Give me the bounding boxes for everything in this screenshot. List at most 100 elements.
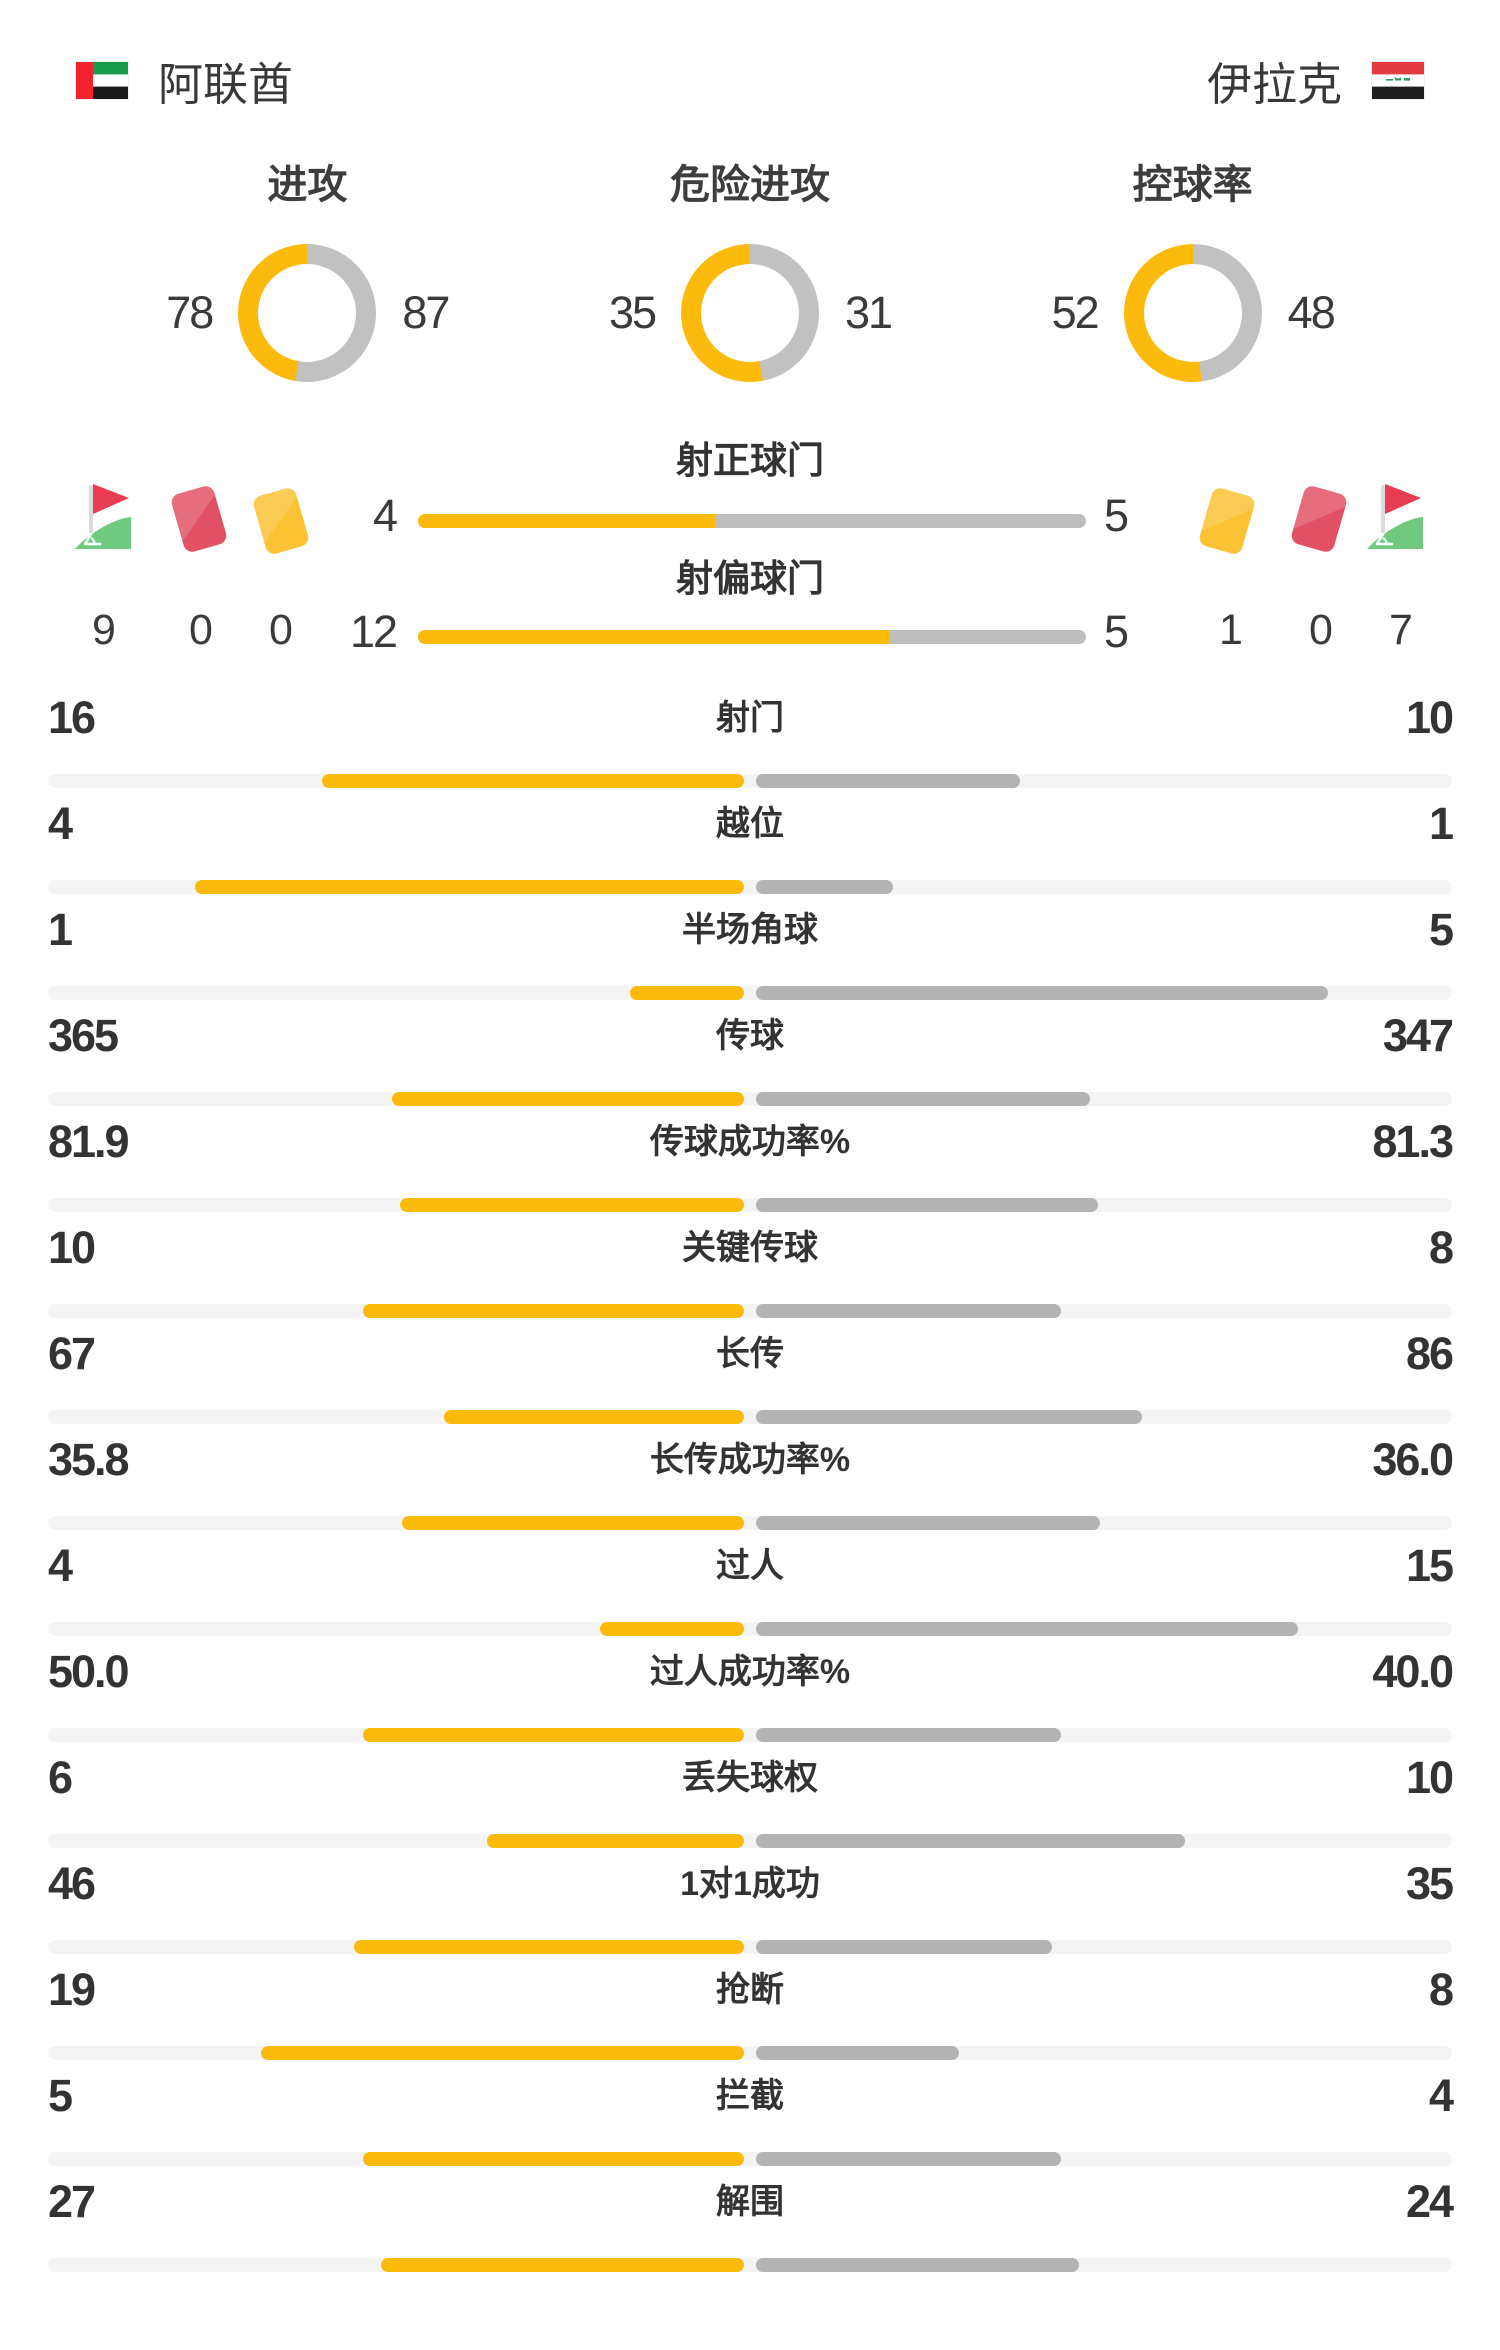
stat-bar-away bbox=[756, 2046, 959, 2060]
team-home-name: 阿联酋 bbox=[158, 59, 294, 110]
donut-away-value: 48 bbox=[1287, 287, 1336, 338]
donut-chart-title: 危险进攻 bbox=[670, 163, 830, 207]
iraq-flag-icon bbox=[1371, 61, 1425, 100]
stat-text: 6 丢失球权 10 bbox=[0, 1750, 1500, 1806]
stat-away-value: 10 bbox=[1405, 1752, 1454, 1803]
stat-text: 10 关键传球 8 bbox=[0, 1220, 1500, 1276]
shots-off-target-bar-home-fill bbox=[418, 630, 890, 644]
stat-row: 19 抢断 8 bbox=[0, 1962, 1500, 2068]
red-card-icon bbox=[168, 483, 229, 555]
donut-hole bbox=[1143, 264, 1242, 362]
stat-home-value: 35.8 bbox=[48, 1434, 130, 1485]
red-card-icon bbox=[1288, 483, 1349, 555]
uae-flag-icon bbox=[75, 61, 129, 100]
stat-text: 16 射门 10 bbox=[0, 690, 1500, 746]
stat-bar-track bbox=[48, 986, 1452, 1000]
shots-off-target-bar bbox=[418, 630, 1086, 644]
stat-bar-away bbox=[756, 1198, 1098, 1212]
stat-home-value: 81.9 bbox=[48, 1116, 130, 1167]
donut-ring bbox=[238, 244, 377, 382]
stat-text: 67 长传 86 bbox=[0, 1326, 1500, 1382]
shots-off-target-title: 射偏球门 bbox=[676, 558, 824, 599]
stat-bar-away bbox=[756, 1516, 1100, 1530]
stat-bar-home bbox=[363, 1728, 744, 1742]
home-red-cards-count: 0 bbox=[189, 606, 213, 654]
stat-label: 拦截 bbox=[716, 2077, 784, 2115]
stat-row: 5 拦截 4 bbox=[0, 2068, 1500, 2174]
stat-bar-track bbox=[48, 1198, 1452, 1212]
stat-label: 半场角球 bbox=[682, 911, 818, 949]
stat-away-value: 40.0 bbox=[1372, 1646, 1454, 1697]
stat-label: 传球 bbox=[716, 1017, 784, 1055]
donut-hole bbox=[701, 264, 799, 362]
shots-off-target-away-value: 5 bbox=[1104, 606, 1129, 657]
shots-section: 射正球门 4 5 射偏球门 9 0 0 12 5 1 0 7 bbox=[0, 430, 1500, 680]
stat-bar-away bbox=[756, 1092, 1090, 1106]
stat-bar-home bbox=[400, 1198, 744, 1212]
stat-away-value: 8 bbox=[1428, 1964, 1454, 2015]
match-header: 阿联酋 伊拉克 bbox=[0, 48, 1500, 113]
stat-away-value: 347 bbox=[1382, 1010, 1454, 1061]
stat-home-value: 46 bbox=[48, 1858, 96, 1909]
stat-home-value: 6 bbox=[48, 1752, 73, 1803]
donut-ring bbox=[681, 244, 819, 382]
stat-bar-home bbox=[354, 1940, 744, 1954]
stat-text: 27 解围 24 bbox=[0, 2174, 1500, 2230]
stat-label: 射门 bbox=[716, 699, 784, 737]
shots-off-target-home-value: 12 bbox=[349, 606, 398, 657]
stat-bar-track bbox=[48, 1622, 1452, 1636]
shots-on-target-bar bbox=[418, 514, 1086, 528]
donut-chart: 控球率 52 48 bbox=[971, 162, 1414, 382]
stat-text: 5 拦截 4 bbox=[0, 2068, 1500, 2124]
stat-label: 越位 bbox=[716, 805, 784, 843]
stat-row: 46 1对1成功 35 bbox=[0, 1856, 1500, 1962]
donut-charts: 进攻 78 87 危险进攻 35 31 控球率 52 48 bbox=[0, 162, 1500, 382]
donut-chart: 危险进攻 35 31 bbox=[529, 162, 972, 382]
stat-bar-track bbox=[48, 2152, 1452, 2166]
donut-chart-body: 52 48 bbox=[971, 244, 1414, 382]
stat-text: 19 抢断 8 bbox=[0, 1962, 1500, 2018]
stat-bar-away bbox=[756, 1410, 1142, 1424]
stat-away-value: 36.0 bbox=[1372, 1434, 1454, 1485]
donut-chart-title: 控球率 bbox=[1132, 163, 1253, 207]
stat-bar-track bbox=[48, 1516, 1452, 1530]
stat-bar-home bbox=[322, 774, 744, 788]
stat-bar-away bbox=[756, 774, 1020, 788]
shots-on-target-title: 射正球门 bbox=[676, 440, 824, 481]
stat-bar-track bbox=[48, 1304, 1452, 1318]
shots-on-target-away-value: 5 bbox=[1104, 490, 1129, 541]
corner-flag-icon bbox=[73, 482, 133, 550]
stat-label: 解围 bbox=[716, 2183, 784, 2221]
home-yellow-cards-count: 0 bbox=[269, 606, 293, 654]
shots-on-target-bar-home-fill bbox=[418, 514, 715, 528]
stat-label: 过人 bbox=[716, 1547, 784, 1585]
team-away: 伊拉克 bbox=[1206, 48, 1425, 113]
stat-bar-away bbox=[756, 2258, 1079, 2272]
stat-away-value: 15 bbox=[1405, 1540, 1454, 1591]
donut-ring bbox=[1123, 244, 1262, 382]
stat-text: 81.9 传球成功率% 81.3 bbox=[0, 1114, 1500, 1170]
stat-label: 传球成功率% bbox=[649, 1123, 851, 1161]
stat-away-value: 24 bbox=[1405, 2176, 1454, 2227]
stat-bar-away bbox=[756, 1304, 1061, 1318]
stat-label: 关键传球 bbox=[682, 1229, 818, 1267]
stat-row: 67 长传 86 bbox=[0, 1326, 1500, 1432]
stat-row: 6 丢失球权 10 bbox=[0, 1750, 1500, 1856]
stat-row: 16 射门 10 bbox=[0, 690, 1500, 796]
stat-bar-track bbox=[48, 880, 1452, 894]
stat-away-value: 10 bbox=[1405, 692, 1454, 743]
stat-label: 抢断 bbox=[716, 1971, 784, 2009]
stat-bar-home bbox=[392, 1092, 744, 1106]
stat-away-value: 1 bbox=[1428, 798, 1454, 849]
stat-bar-away bbox=[756, 880, 893, 894]
stat-label: 过人成功率% bbox=[649, 1653, 851, 1691]
stat-bar-home bbox=[363, 1304, 744, 1318]
stat-row: 50.0 过人成功率% 40.0 bbox=[0, 1644, 1500, 1750]
team-away-name: 伊拉克 bbox=[1206, 59, 1342, 110]
stat-row: 10 关键传球 8 bbox=[0, 1220, 1500, 1326]
stat-row: 1 半场角球 5 bbox=[0, 902, 1500, 1008]
donut-chart-body: 78 87 bbox=[86, 244, 529, 382]
stat-home-value: 10 bbox=[48, 1222, 96, 1273]
stat-bar-home bbox=[444, 1410, 744, 1424]
stat-home-value: 67 bbox=[48, 1328, 96, 1379]
